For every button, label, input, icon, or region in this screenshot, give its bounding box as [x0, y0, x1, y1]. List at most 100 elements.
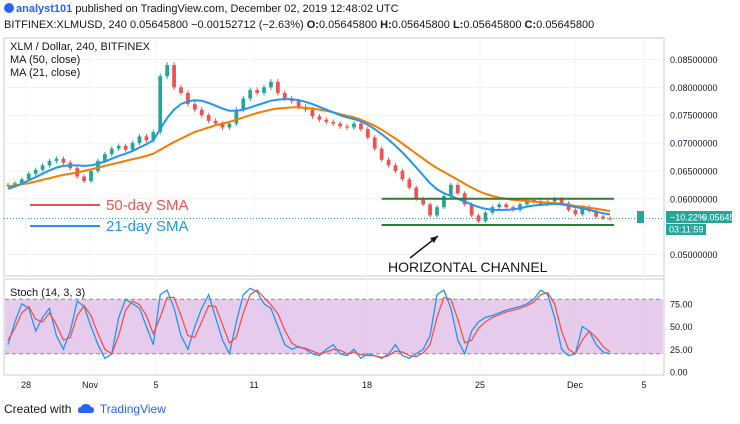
candle-body — [372, 137, 377, 149]
time-tick-label: 25 — [475, 380, 485, 390]
stoch-axis-ticks[interactable]: 75.00 50.00 25.00 0.00 — [670, 299, 693, 377]
candle-body — [123, 145, 128, 150]
candle-body — [469, 204, 474, 216]
legend-ma50: MA (50, close) — [10, 54, 80, 66]
candle-body — [220, 123, 225, 128]
candle-body — [172, 65, 176, 88]
candle-body — [33, 169, 38, 174]
publish-header: analyst101 published on TradingView.com,… — [0, 0, 740, 38]
last-price: 0.05645800 — [129, 19, 189, 31]
candle-body — [497, 204, 502, 208]
open-value: 0.05645800 — [318, 19, 378, 31]
candle-body — [102, 154, 107, 161]
candle-body — [455, 184, 460, 194]
tradingview-cloud-icon — [77, 404, 94, 413]
candle-body — [96, 160, 100, 171]
candle-body — [393, 165, 398, 171]
candle-body — [275, 81, 280, 93]
time-tick-label: 5 — [641, 380, 646, 390]
open-label: O: — [306, 19, 319, 31]
author-link[interactable]: analyst101 — [16, 3, 73, 15]
candle-body — [317, 116, 322, 120]
low-label: L: — [452, 19, 464, 31]
candle-body — [407, 179, 412, 188]
candle-body — [248, 90, 253, 99]
legend-ma21: MA (21, close) — [10, 67, 80, 79]
price-change: −0.00152712 (−2.63%) — [191, 19, 304, 31]
candle-body — [158, 76, 163, 132]
price-badge-pct: −10.22% — [670, 213, 706, 223]
candle-body — [448, 184, 453, 196]
published-text: published on TradingView.com, December 0… — [75, 3, 399, 15]
candle-body — [26, 173, 31, 180]
candle-body — [428, 204, 432, 216]
candle-body — [269, 81, 273, 88]
price-badge-price: 0.05645800 — [702, 213, 740, 223]
price-axis-ticks[interactable]: 0.08500000 0.08000000 0.07500000 0.07000000… — [670, 55, 718, 260]
candle-body — [414, 187, 419, 199]
price-tick-label: 0.07500000 — [670, 111, 718, 121]
candle-body — [310, 109, 315, 117]
price-tick-label: 0.06500000 — [670, 166, 718, 176]
candle-body — [331, 121, 336, 124]
candle-body — [165, 65, 170, 77]
candle-body — [206, 115, 211, 121]
candle-body — [19, 179, 24, 184]
publish-line: analyst101 published on TradingView.com,… — [4, 3, 399, 15]
candle-body — [54, 158, 59, 161]
candle-body — [559, 198, 564, 204]
candle-body — [227, 123, 232, 128]
time-tick-label: Nov — [82, 380, 99, 390]
candle-body — [255, 90, 259, 93]
tradingview-link[interactable]: TradingView — [99, 402, 166, 416]
chart-canvas[interactable]: 0.08500000 0.08000000 0.07500000 0.07000000… — [0, 0, 740, 400]
candle-body — [6, 184, 10, 186]
candle-body — [241, 98, 246, 110]
candle-body — [61, 158, 66, 163]
sma50-annotation: 50-day SMA — [106, 197, 189, 214]
sma21-annotation: 21-day SMA — [106, 218, 189, 235]
symbol-name: BITFINEX:XLMUSD, 240 — [4, 19, 127, 31]
price-tick-label: 0.07000000 — [670, 139, 718, 149]
time-tick-label: 28 — [21, 380, 31, 390]
channel-arrow-head — [430, 236, 438, 243]
candle-body — [262, 87, 266, 93]
time-tick-label: 5 — [153, 380, 158, 390]
candle-body — [566, 203, 571, 210]
candle-body — [573, 209, 578, 215]
time-tick-label: 18 — [362, 380, 372, 390]
ma21-line — [7, 98, 611, 216]
stoch-tick-label: 75.00 — [670, 299, 693, 309]
symbol-line: BITFINEX:XLMUSD, 240 0.05645800 −0.00152… — [4, 19, 594, 31]
stoch-d-line — [7, 289, 611, 359]
candle-body — [386, 159, 391, 166]
candle-body — [580, 207, 585, 215]
candle-body — [186, 92, 190, 105]
created-with-text: Created with — [4, 402, 72, 416]
candle-body — [151, 131, 156, 141]
high-label: H: — [380, 19, 392, 31]
candle-body — [345, 126, 349, 128]
candle-body — [594, 211, 599, 217]
price-tick-label: 0.08000000 — [670, 83, 718, 93]
channel-annotation: HORIZONTAL CHANNEL — [388, 259, 548, 275]
candle-body — [601, 216, 605, 219]
price-tick-label: 0.05000000 — [670, 250, 718, 260]
candle-body — [213, 120, 218, 124]
close-label: C: — [524, 19, 537, 31]
candlestick-series — [6, 62, 612, 223]
candle-body — [47, 160, 52, 166]
candle-body — [525, 199, 529, 205]
time-axis-ticks[interactable]: 28 Nov 5 11 18 25 Dec 5 — [21, 380, 647, 390]
candle-body — [518, 204, 522, 210]
candle-body — [234, 109, 239, 124]
price-tick-label: 0.06000000 — [670, 194, 718, 204]
timer-badge — [666, 224, 706, 235]
candle-body — [179, 87, 183, 93]
stoch-legend-title: Stoch (14, 3, 3) — [10, 287, 85, 299]
price-badge — [666, 211, 732, 223]
candle-body — [442, 196, 446, 208]
candle-body — [504, 204, 509, 208]
candle-body — [116, 145, 121, 149]
stoch-tick-label: 0.00 — [670, 368, 688, 378]
